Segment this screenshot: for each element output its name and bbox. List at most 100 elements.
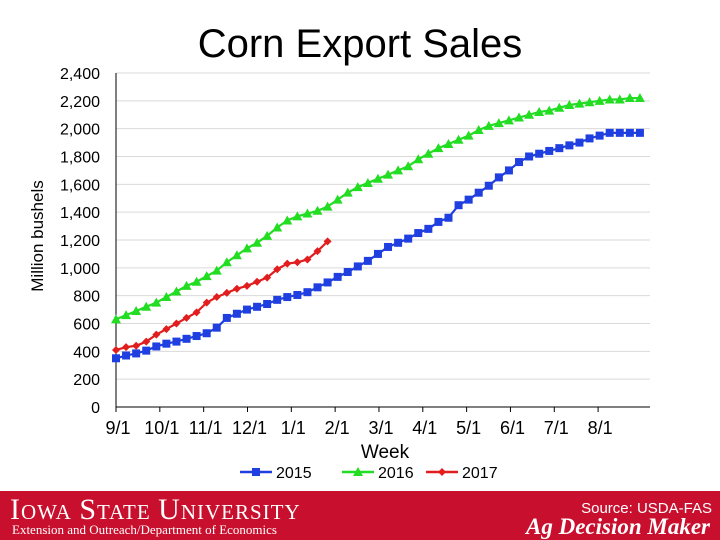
data-point-2015: [313, 283, 322, 292]
data-point-2015: [434, 217, 443, 226]
data-point-2015: [353, 262, 362, 271]
data-point-2015: [232, 309, 241, 318]
data-point-2016: [383, 169, 394, 179]
data-point-2016: [554, 102, 565, 112]
x-tick-label: 5/1: [456, 418, 481, 438]
y-tick-label: 1,200: [60, 233, 100, 250]
data-point-2016: [614, 94, 625, 104]
data-point-2015: [635, 128, 644, 137]
data-point-2015: [263, 300, 272, 309]
y-tick-label: 1,600: [60, 177, 100, 194]
data-point-2016: [221, 257, 232, 267]
legend-marker-2015: [252, 468, 260, 476]
data-point-2015: [323, 278, 332, 287]
footer-banner: IOWA STATE UNIVERSITY Extension and Outr…: [0, 491, 720, 540]
x-tick-label: 2/1: [325, 418, 350, 438]
data-point-2015: [363, 256, 372, 265]
data-point-2016: [624, 93, 635, 103]
x-tick-label: 12/1: [232, 418, 267, 438]
data-point-2015: [585, 134, 594, 143]
data-point-2016: [231, 250, 242, 260]
data-point-2017: [313, 247, 322, 256]
data-point-2017: [152, 330, 161, 339]
data-point-2016: [262, 230, 273, 240]
data-point-2017: [283, 259, 292, 268]
data-point-2015: [595, 131, 604, 140]
data-point-2015: [192, 332, 201, 341]
ag-decision-maker-logo: Ag Decision Maker: [526, 514, 710, 539]
data-point-2016: [111, 314, 121, 324]
data-point-2015: [202, 329, 211, 338]
x-tick-label: 7/1: [544, 418, 569, 438]
data-point-2016: [332, 194, 343, 204]
data-point-2015: [253, 302, 262, 311]
data-point-2016: [564, 100, 575, 110]
data-point-2016: [282, 215, 293, 225]
data-point-2015: [504, 166, 513, 175]
data-point-2015: [575, 138, 584, 147]
y-tick-label: 2,000: [60, 122, 100, 139]
x-tick-label: 1/1: [281, 418, 306, 438]
data-point-2015: [565, 141, 574, 150]
y-tick-label: 1,400: [60, 205, 100, 222]
data-point-2016: [594, 95, 605, 105]
series-line-2015: [115, 131, 640, 360]
data-point-2015: [464, 195, 473, 204]
y-tick-label: 2,400: [60, 66, 100, 83]
data-point-2015: [605, 128, 614, 137]
data-point-2016: [292, 211, 303, 221]
y-tick-label: 1,800: [60, 150, 100, 167]
data-point-2016: [131, 305, 142, 315]
x-tick-label: 8/1: [588, 418, 613, 438]
department-name: Extension and Outreach/Department of Eco…: [12, 522, 277, 537]
data-point-2015: [152, 342, 161, 351]
data-point-2015: [515, 158, 524, 167]
data-point-2015: [273, 295, 282, 304]
y-tick-label: 2,200: [60, 94, 100, 111]
data-point-2015: [394, 238, 403, 247]
data-point-2016: [191, 276, 202, 286]
data-point-2015: [162, 339, 171, 348]
data-point-2016: [362, 177, 373, 187]
data-point-2016: [443, 138, 454, 148]
data-point-2016: [574, 98, 585, 108]
data-point-2015: [293, 290, 302, 299]
data-point-2016: [181, 280, 192, 290]
data-point-2016: [403, 161, 414, 171]
legend-marker-2017: [438, 468, 446, 476]
legend-label-2016: 2016: [378, 465, 414, 482]
data-point-2015: [303, 288, 312, 297]
data-point-2016: [121, 310, 132, 320]
data-point-2015: [333, 272, 342, 281]
data-point-2015: [122, 351, 131, 360]
data-point-2015: [384, 242, 393, 251]
data-point-2017: [303, 255, 312, 264]
data-point-2015: [212, 323, 221, 332]
source-note: Source: USDA-FAS: [581, 500, 712, 517]
data-point-2015: [404, 234, 413, 243]
data-point-2017: [273, 265, 282, 274]
data-point-2016: [433, 143, 444, 153]
isu-wordmark-logo: IOWA STATE UNIVERSITY: [10, 493, 301, 526]
y-tick-label: 0: [91, 400, 100, 417]
data-point-2017: [142, 337, 151, 346]
data-point-2015: [112, 354, 120, 363]
data-point-2017: [192, 308, 201, 317]
data-point-2016: [272, 222, 283, 232]
y-tick-label: 800: [73, 289, 100, 306]
data-point-2016: [584, 97, 595, 107]
data-point-2016: [352, 182, 363, 192]
data-point-2016: [171, 286, 182, 296]
data-point-2017: [212, 293, 221, 302]
data-point-2015: [545, 146, 554, 155]
data-point-2015: [525, 152, 534, 161]
legend-marker-2016: [353, 467, 363, 476]
data-point-2016: [544, 105, 555, 115]
data-point-2016: [241, 243, 252, 253]
data-point-2015: [283, 293, 292, 302]
data-point-2017: [132, 341, 141, 350]
data-point-2015: [373, 249, 382, 258]
data-point-2017: [122, 343, 131, 352]
legend-label-2017: 2017: [462, 465, 498, 482]
